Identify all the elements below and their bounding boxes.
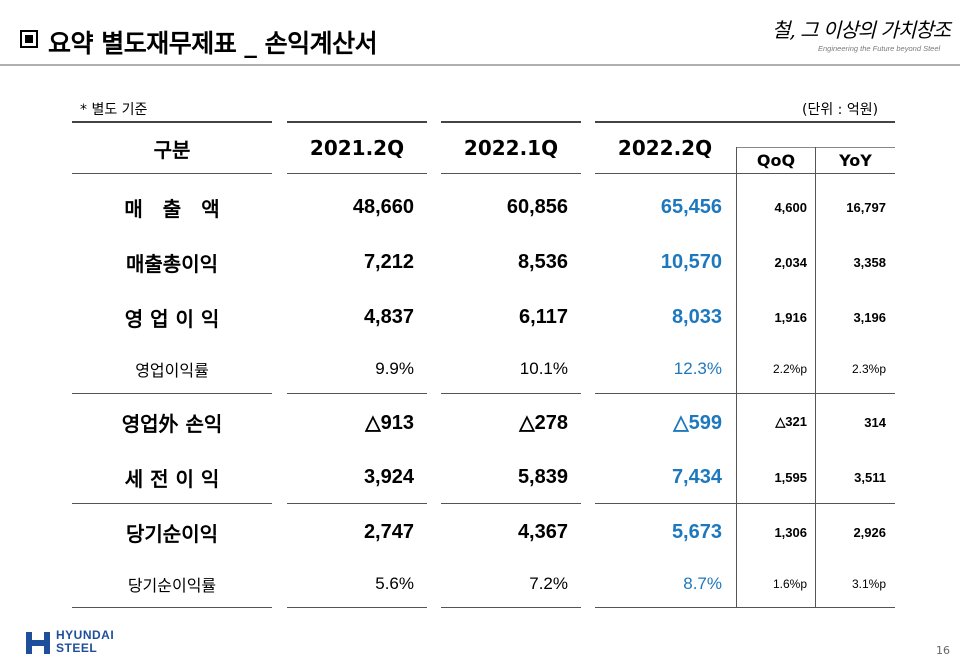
table-cell: 4,367	[517, 520, 568, 543]
table-cell: △321	[775, 414, 807, 429]
table-cell: 7.2%	[529, 574, 568, 593]
table-cell: 5,673	[671, 520, 722, 543]
table-cell: 3,924	[363, 465, 414, 488]
logo-line-1: HYUNDAI	[56, 628, 115, 642]
table-cell: 4,837	[363, 305, 414, 328]
group-separator	[287, 393, 427, 394]
header-bottom-rule	[595, 173, 895, 174]
header-bottom-rule	[441, 173, 581, 174]
company-slogan: 철, 그 이상의 가치창조 Engineering the Future bey…	[772, 14, 951, 60]
table-cell: 3.1%p	[851, 577, 886, 591]
table-cell: 2,747	[363, 520, 414, 543]
row-label-operating-profit: 영 업 이 익	[124, 306, 220, 331]
slide-title: 요약 별도재무제표 _ 손익계산서	[48, 29, 378, 58]
table-cell: 7,434	[671, 465, 722, 488]
table-cell: 3,511	[854, 469, 886, 485]
header-2022-2q: 2022.2Q	[617, 136, 713, 160]
table-cell: 2,034	[774, 254, 807, 270]
table-bottom-rule	[595, 607, 895, 608]
group-separator	[595, 503, 895, 504]
subheader-rule	[737, 147, 895, 148]
header-item: 구분	[153, 137, 191, 162]
group-separator	[595, 393, 895, 394]
hyundai-steel-logo-icon	[26, 632, 50, 654]
header-top-rule	[441, 121, 581, 123]
row-label-net-income: 당기순이익	[126, 521, 218, 546]
row-label-revenue: 매 출 액	[124, 196, 220, 221]
table-cell: △599	[673, 411, 722, 434]
row-label-net-margin: 당기순이익률	[127, 576, 217, 595]
table-cell: △278	[519, 411, 568, 434]
header-2021-2q: 2021.2Q	[309, 136, 405, 160]
slogan-korean: 철, 그 이상의 가치창조	[772, 18, 951, 42]
table-cell: 2.3%p	[851, 362, 886, 376]
table-bottom-rule	[441, 607, 581, 608]
table-bottom-rule	[287, 607, 427, 608]
header-qoq: QoQ	[756, 151, 796, 170]
hyundai-steel-logo: HYUNDAI STEEL	[24, 626, 154, 660]
table-cell: 2,926	[853, 524, 886, 540]
header-bottom-rule	[287, 173, 427, 174]
row-label-gross-profit: 매출총이익	[126, 251, 218, 276]
table-cell: 4,600	[774, 199, 807, 215]
table-bottom-rule	[72, 607, 272, 608]
table-cell: 16,797	[846, 199, 886, 215]
slogan-english: Engineering the Future beyond Steel	[818, 44, 941, 53]
slide-header: 요약 별도재무제표 _ 손익계산서 철, 그 이상의 가치창조 Engineer…	[0, 0, 960, 80]
header-bottom-rule	[72, 173, 272, 174]
table-cell: 6,117	[519, 305, 568, 328]
row-label-operating-margin: 영업이익률	[135, 361, 209, 380]
table-cell: 3,358	[853, 254, 886, 270]
header-divider	[0, 64, 960, 66]
logo-line-2: STEEL	[56, 641, 98, 655]
table-cell: 8.7%	[683, 574, 722, 593]
table-cell: 314	[864, 414, 886, 430]
row-label-pretax-income: 세 전 이 익	[124, 466, 220, 491]
basis-note: * 별도 기준	[80, 102, 148, 118]
header-yoy: YoY	[839, 151, 872, 170]
yoy-left-border	[815, 147, 816, 608]
table-cell: 10,570	[660, 250, 722, 273]
group-separator	[441, 393, 581, 394]
table-cell: 12.3%	[673, 359, 722, 378]
page-number: 16	[936, 644, 950, 657]
table-cell: 9.9%	[375, 359, 414, 378]
table-cell: 10.1%	[519, 359, 568, 378]
table-cell: 8,536	[517, 250, 568, 273]
title-square-icon	[20, 30, 38, 48]
group-separator	[72, 393, 272, 394]
table-cell: △913	[365, 411, 414, 434]
qoq-left-border	[736, 147, 737, 608]
group-separator	[441, 503, 581, 504]
table-cell: 5,839	[517, 465, 568, 488]
table-cell: 7,212	[363, 250, 414, 273]
group-separator	[287, 503, 427, 504]
header-2022-1q: 2022.1Q	[463, 136, 559, 160]
table-cell: 1.6%p	[772, 577, 807, 591]
table-cell: 8,033	[671, 305, 722, 328]
group-separator	[72, 503, 272, 504]
table-cell: 48,660	[352, 195, 414, 218]
table-cell: 1,306	[774, 524, 807, 540]
header-top-rule	[595, 121, 895, 123]
table-cell: 3,196	[853, 309, 886, 325]
table-cell: 65,456	[660, 195, 722, 218]
table-cell: 5.6%	[375, 574, 414, 593]
table-cell: 1,916	[774, 309, 807, 325]
unit-note: (단위 : 억원)	[802, 102, 879, 118]
logo-wordmark: HYUNDAI STEEL	[56, 629, 114, 655]
table-cell: 1,595	[774, 469, 807, 485]
table-cell: 60,856	[506, 195, 568, 218]
row-label-non-operating: 영업外 손익	[121, 411, 223, 436]
header-top-rule	[287, 121, 427, 123]
table-cell: 2.2%p	[772, 362, 807, 376]
header-top-rule	[72, 121, 272, 123]
